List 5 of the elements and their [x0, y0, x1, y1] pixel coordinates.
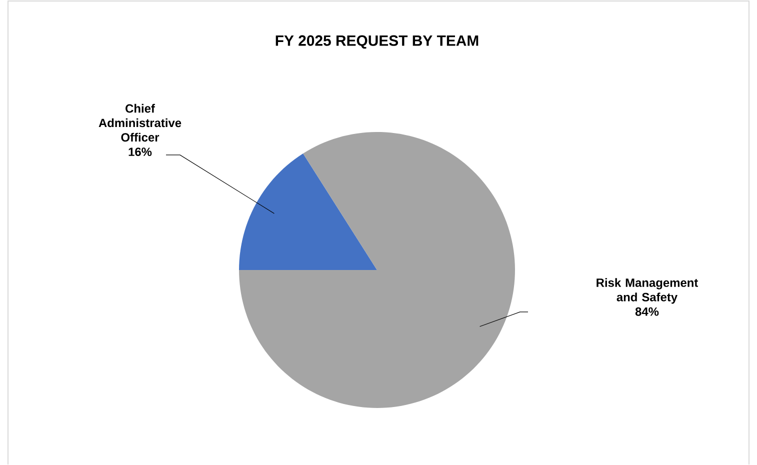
chart-title: FY 2025 REQUEST BY TEAM — [276, 35, 478, 49]
data-label: 84% — [635, 307, 659, 316]
data-label: 16% — [128, 148, 152, 156]
slice-label: Risk Management and Safety — [596, 278, 698, 304]
slice-label: Chief Administrative Officer — [98, 104, 182, 142]
